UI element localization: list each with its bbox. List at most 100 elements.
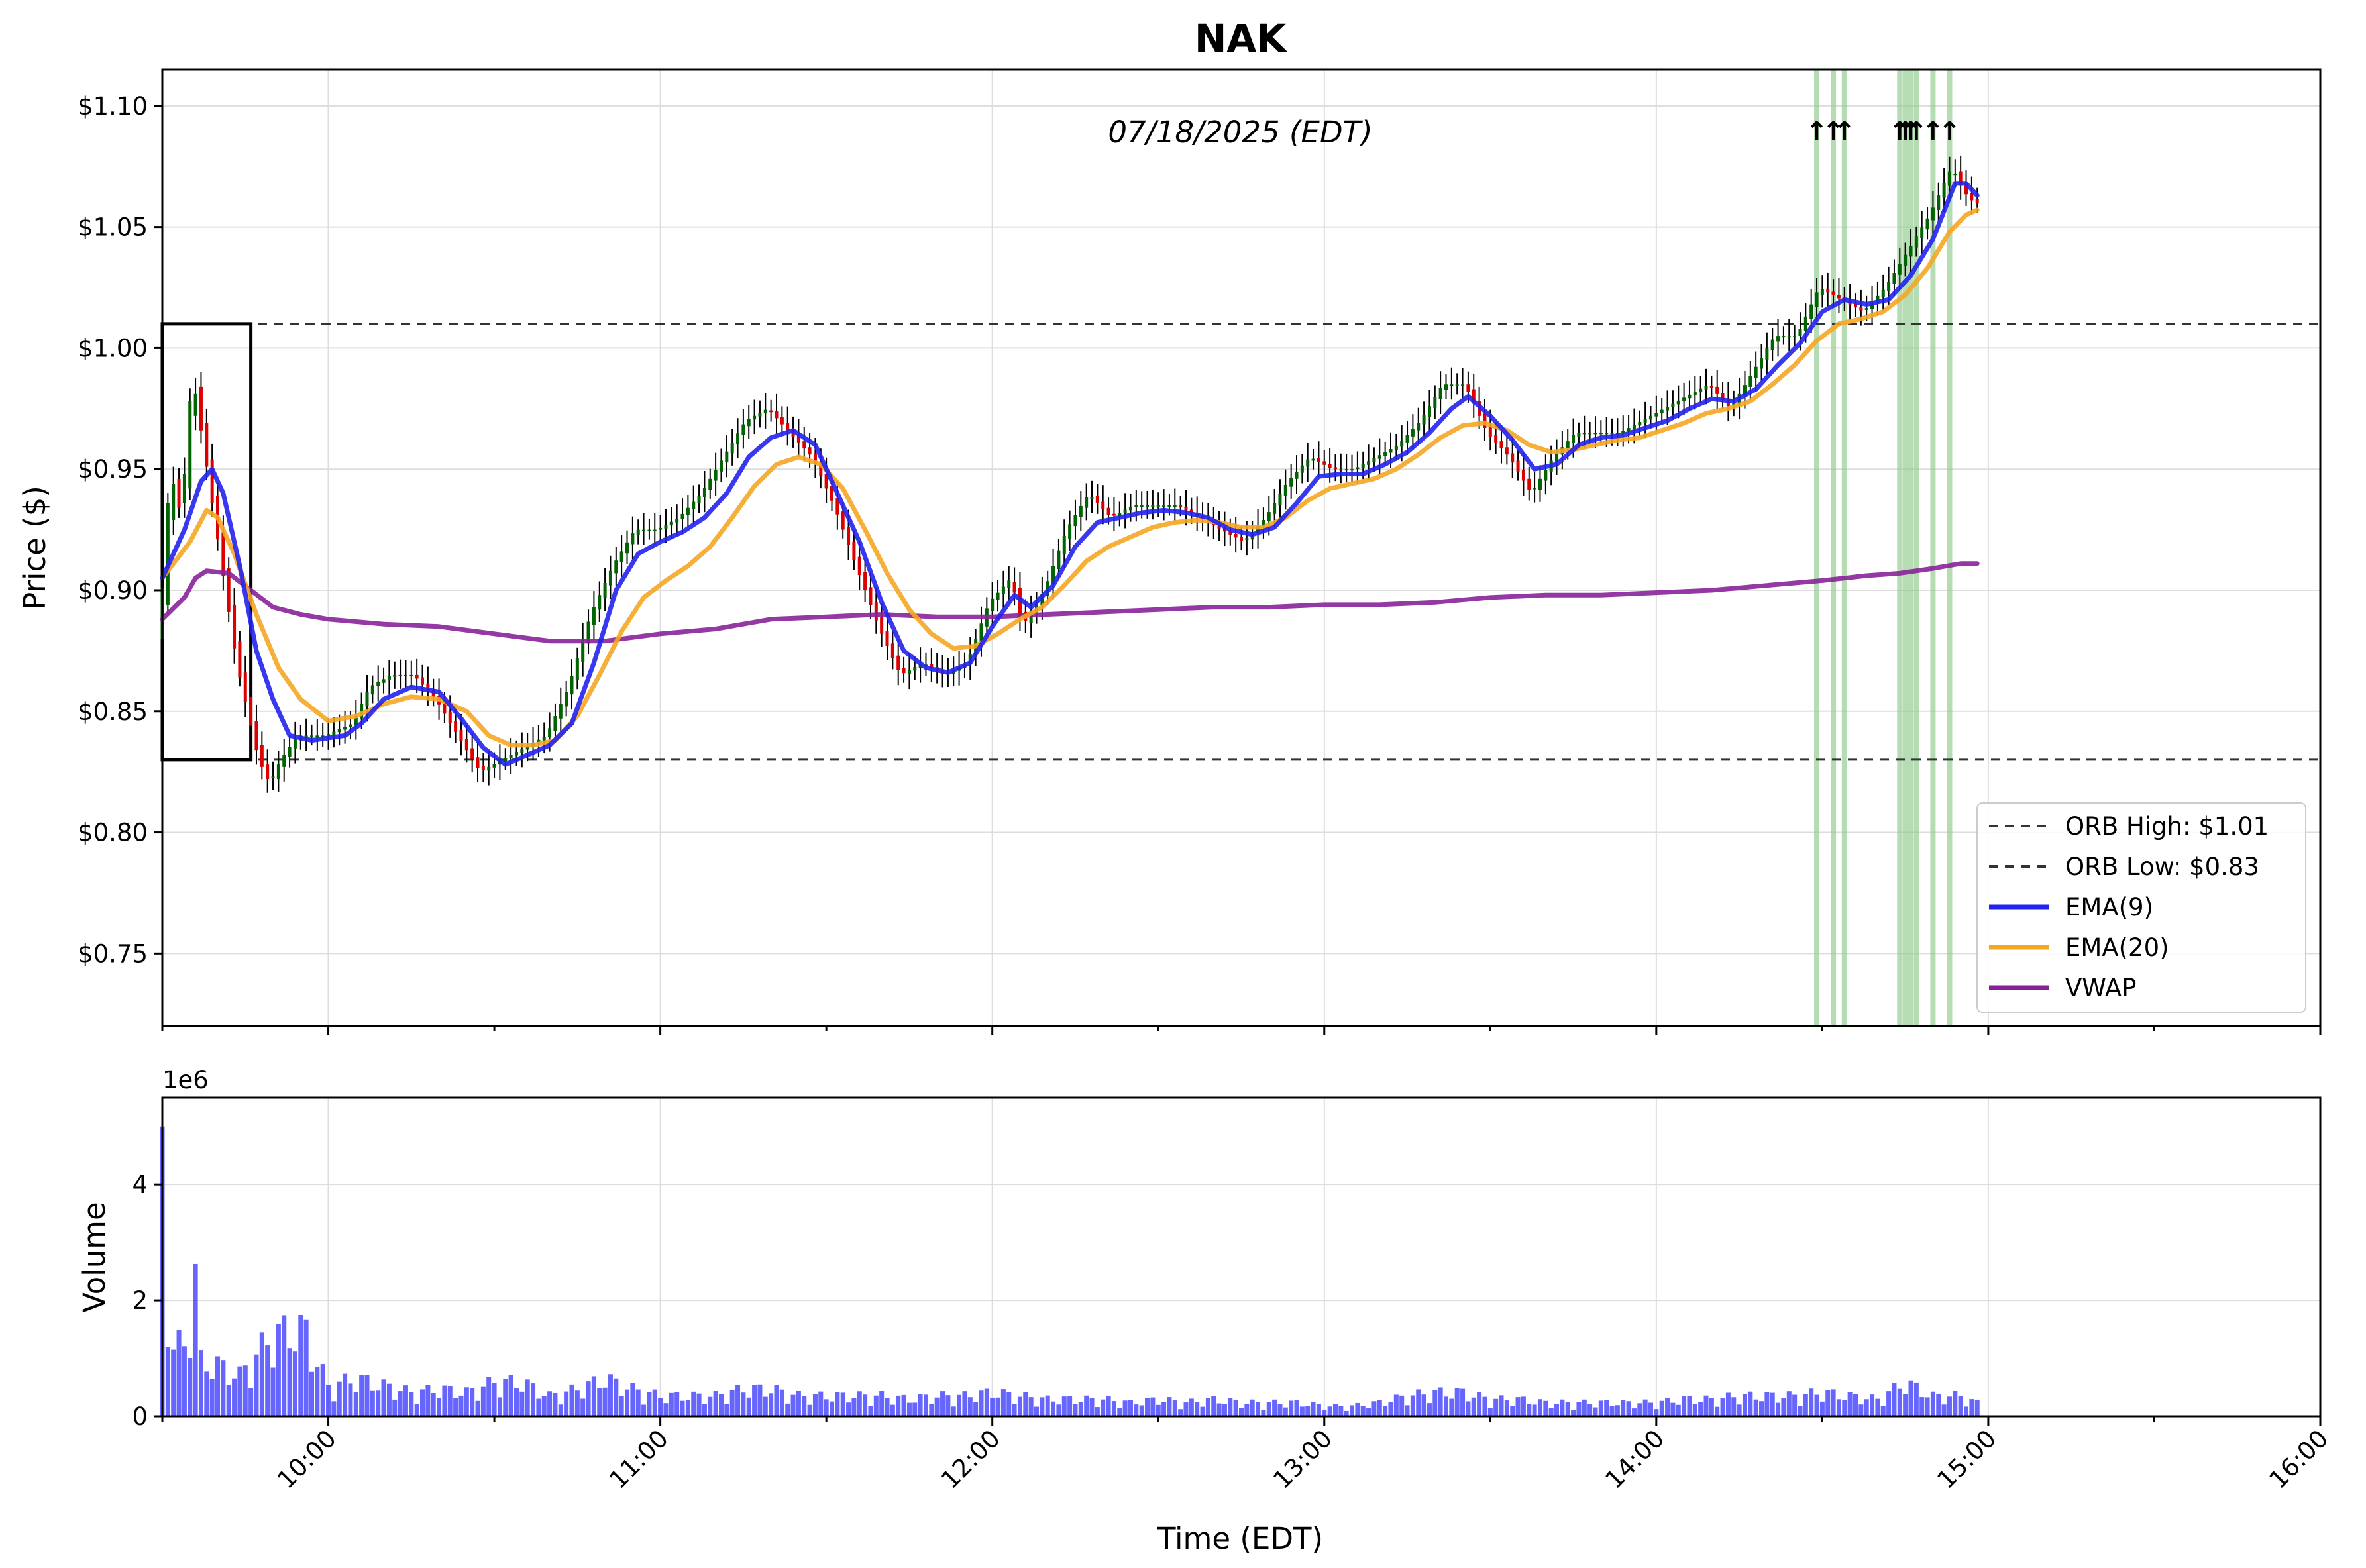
candle-body (266, 764, 270, 780)
candle-body (559, 704, 563, 719)
candle-body (249, 696, 253, 726)
candle-body (592, 607, 596, 625)
volume-bar (619, 1396, 624, 1416)
volume-bar (896, 1395, 901, 1416)
volume-bar (718, 1394, 724, 1416)
volume-bar (769, 1393, 774, 1416)
volume-bar (967, 1397, 973, 1416)
candle-body (1146, 505, 1150, 507)
volume-bar (1399, 1395, 1405, 1416)
volume-bar (1587, 1404, 1593, 1416)
candle-body (1798, 329, 1802, 337)
candle-body (896, 655, 900, 670)
volume-bar (1023, 1392, 1028, 1416)
volume-bar (680, 1400, 685, 1416)
volume-bar (724, 1404, 729, 1416)
volume-bar (1786, 1391, 1792, 1416)
candle-body (1809, 304, 1813, 319)
candle-body (1106, 507, 1110, 515)
volume-bar (785, 1403, 790, 1416)
candle-body (1776, 336, 1780, 342)
candle-body (1909, 245, 1913, 257)
signal-bands (1814, 70, 1953, 1026)
volume-bar (320, 1364, 325, 1416)
candle-body (786, 423, 790, 431)
candle-body (1356, 467, 1360, 470)
volume-bar (945, 1395, 951, 1416)
candle-body (869, 587, 873, 605)
candle-body (1167, 505, 1171, 507)
volume-bar (403, 1385, 408, 1416)
candle-body (570, 676, 574, 695)
volume-bar (1598, 1400, 1603, 1416)
candle-body (387, 676, 391, 680)
candle-body (1970, 193, 1974, 201)
candle-body (747, 419, 751, 427)
signal-arrow: ↑ (1900, 117, 1922, 147)
candle-body (819, 462, 823, 477)
volume-bar (470, 1388, 475, 1416)
price-axis-label: Price ($) (17, 486, 52, 610)
candle-body (238, 641, 242, 678)
candle-body (902, 667, 906, 674)
candle-body (1892, 273, 1896, 284)
candle-body (1295, 471, 1299, 479)
signal-band (1902, 70, 1908, 1026)
candle-body (1499, 441, 1503, 449)
candle-body (421, 677, 425, 685)
volume-bar (1454, 1388, 1460, 1416)
candle-body (1937, 195, 1941, 211)
candle-body (1743, 385, 1747, 396)
volume-bar (1277, 1404, 1283, 1416)
volume-bar (1000, 1389, 1006, 1416)
signal-arrow: ↑ (1822, 117, 1845, 147)
volume-bar (1858, 1404, 1864, 1416)
candle-body (631, 533, 635, 545)
volume-bar (171, 1349, 176, 1416)
candle-body (1660, 409, 1664, 414)
volume-bar (1692, 1404, 1697, 1416)
volume-bar (929, 1404, 934, 1416)
candle-body (1638, 421, 1642, 426)
volume-bar (779, 1389, 784, 1416)
volume-bar (1051, 1401, 1056, 1416)
candle-body (991, 598, 995, 611)
candle-body (1273, 503, 1277, 514)
volume-bar (1637, 1403, 1642, 1416)
candle-body (625, 542, 629, 554)
volume-bar (437, 1397, 442, 1416)
volume-bar (918, 1394, 923, 1416)
candle-body (199, 386, 203, 431)
legend-label-orb-low: ORB Low: $0.83 (2065, 853, 2259, 881)
volume-bar (1903, 1394, 1908, 1416)
volume-bar (519, 1391, 525, 1416)
volume-bar (1426, 1403, 1432, 1416)
volume-bar (1405, 1405, 1410, 1416)
candle-body (525, 745, 529, 750)
volume-bar (259, 1332, 264, 1416)
candle-body (1544, 470, 1548, 481)
volume-bar (1969, 1399, 1974, 1416)
candle-body (1118, 512, 1122, 517)
volume-bar (1261, 1410, 1266, 1416)
candle-body (1001, 586, 1005, 594)
candle-body (1361, 464, 1365, 468)
volume-bar (1216, 1403, 1222, 1416)
signal-band (1947, 70, 1953, 1026)
candle-body (796, 435, 800, 443)
candle-body (382, 679, 386, 683)
candle-body (459, 730, 463, 741)
volume-bar (1621, 1400, 1626, 1416)
volume-bar (193, 1263, 198, 1416)
volume-bar (663, 1403, 669, 1416)
candle-body (1870, 301, 1874, 309)
candle-body (702, 488, 706, 497)
signal-band (1897, 70, 1903, 1026)
volume-bar (934, 1397, 940, 1416)
candle-body (1920, 227, 1924, 238)
candle-body (1085, 497, 1089, 508)
candle-body (343, 727, 347, 730)
candle-body (835, 498, 839, 515)
candle-body (271, 776, 275, 778)
